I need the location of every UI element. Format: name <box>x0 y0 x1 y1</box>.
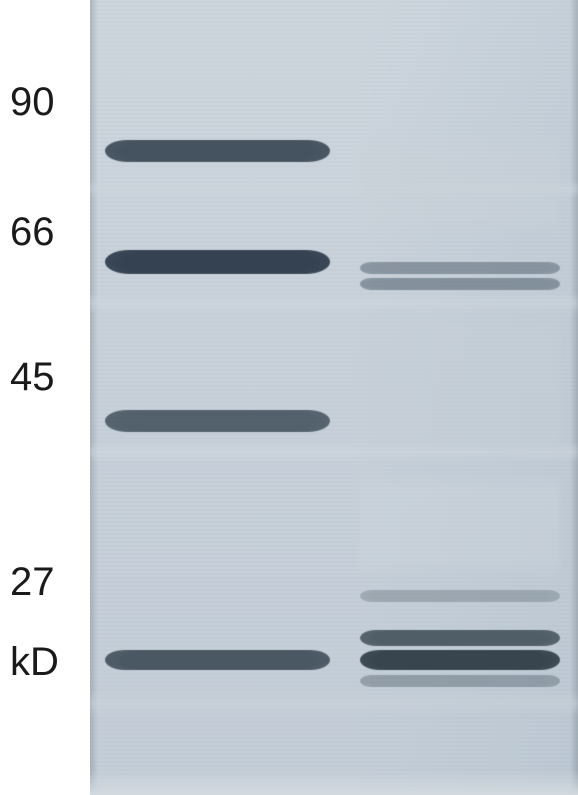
lane-sample-band-2 <box>360 590 560 602</box>
lane-marker-band-3 <box>105 650 330 670</box>
lane-sample-band-3 <box>360 630 560 646</box>
lane-sample-band-0 <box>360 262 560 274</box>
lane-sample-band-4 <box>360 650 560 670</box>
lane-marker-band-1 <box>105 250 331 274</box>
lane-sample <box>360 0 560 795</box>
lane-sample-smear-1 <box>360 300 560 470</box>
gel-image <box>90 0 578 795</box>
lane-marker-band-0 <box>105 140 330 162</box>
mw-label-1: 66 <box>0 210 90 255</box>
lane-sample-smear-2 <box>360 470 560 580</box>
mw-label-3: 27 <box>0 560 90 605</box>
lane-sample-band-1 <box>360 278 560 290</box>
lane-sample-smear-0 <box>360 130 560 240</box>
lane-marker-band-2 <box>105 410 330 432</box>
mw-label-0: 90 <box>0 80 90 125</box>
lane-sample-band-5 <box>360 675 560 687</box>
mw-label-column: 90 66 45 27 kD <box>0 0 90 795</box>
mw-label-2: 45 <box>0 355 90 400</box>
mw-label-4: kD <box>0 640 90 685</box>
lane-marker <box>105 0 330 795</box>
